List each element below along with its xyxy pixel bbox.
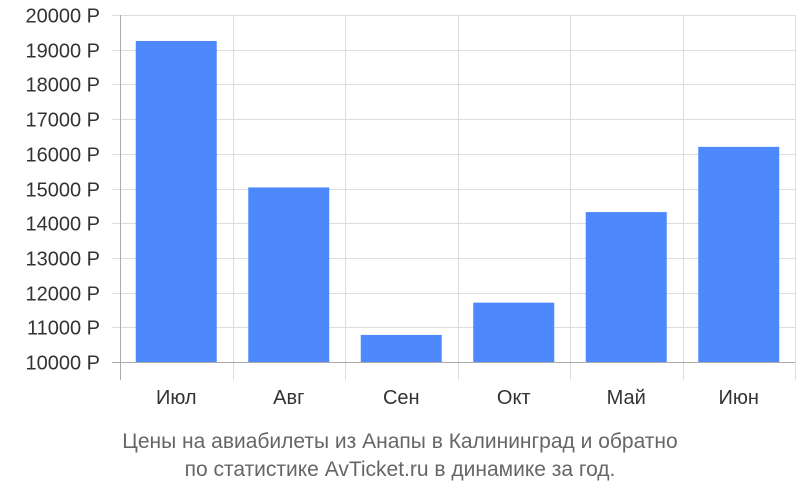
y-axis-labels: 10000 Р 11000 Р 12000 Р 13000 Р 14000 Р 15000… — [25, 6, 100, 375]
chart-bars — [135, 41, 780, 363]
x-axis-labels: Июл Авг Сен Окт Май Июн — [156, 387, 759, 409]
y-tick-label: 15000 Р — [25, 180, 100, 202]
caption-line-2: по статистике AvTicket.ru в динамике за … — [184, 458, 616, 481]
y-tick-label: 17000 Р — [25, 110, 100, 132]
caption-line-1: Цены на авиабилеты из Анапы в Калинингра… — [122, 430, 678, 453]
x-tick-label: Авг — [273, 387, 304, 409]
chart-caption: Цены на авиабилеты из Анапы в Калинингра… — [0, 428, 800, 484]
y-tick-label: 20000 Р — [25, 6, 100, 28]
y-tick-label: 19000 Р — [25, 41, 100, 63]
bar-chart: 10000 Р 11000 Р 12000 Р 13000 Р 14000 Р 15000… — [25, 6, 796, 409]
x-tick-label: Окт — [497, 387, 531, 409]
bar-Июл — [135, 41, 217, 363]
bar-Июн — [698, 146, 780, 362]
bar-Май — [585, 212, 667, 362]
bar-Окт — [473, 302, 555, 362]
x-tick-label: Сен — [383, 387, 420, 409]
y-tick-label: 18000 Р — [25, 75, 100, 97]
y-tick-label: 10000 Р — [25, 353, 100, 375]
x-tick-label: Июн — [719, 387, 759, 409]
y-tick-label: 13000 Р — [25, 249, 100, 271]
y-tick-label: 12000 Р — [25, 284, 100, 306]
chart-axes — [112, 15, 795, 380]
bar-Авг — [248, 187, 330, 362]
y-tick-label: 16000 Р — [25, 145, 100, 167]
x-tick-label: Июл — [156, 387, 197, 409]
bar-Сен — [360, 334, 442, 362]
y-tick-label: 11000 Р — [27, 318, 100, 340]
x-tick-label: Май — [607, 387, 646, 409]
y-tick-label: 14000 Р — [25, 214, 100, 236]
